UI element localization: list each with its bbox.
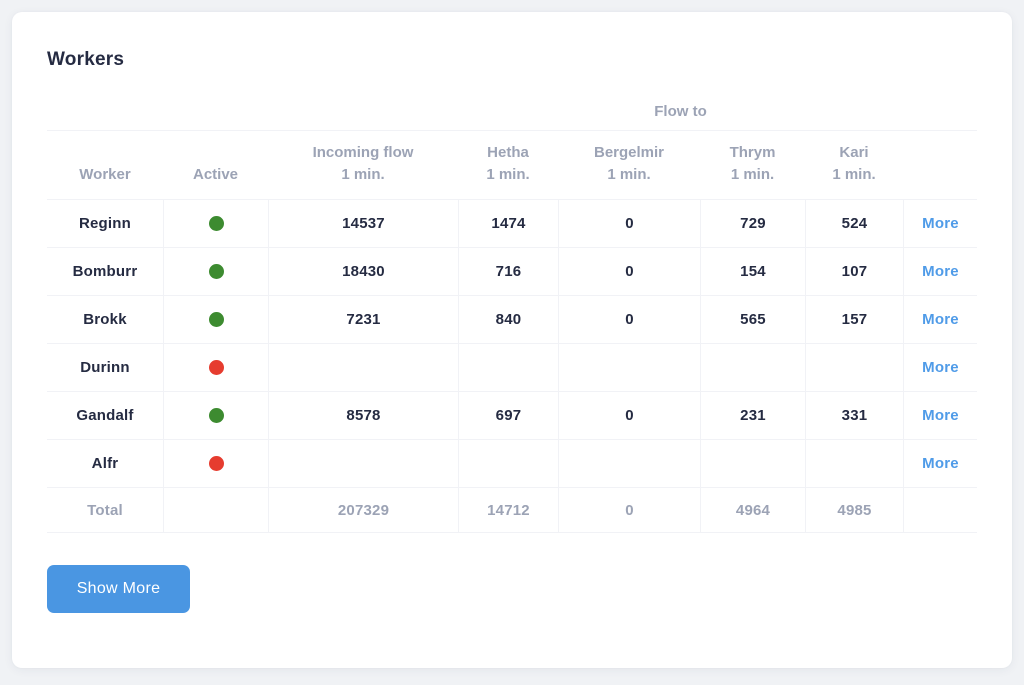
status-dot bbox=[208, 264, 224, 279]
more-cell: More bbox=[903, 296, 977, 343]
bergelmir-value: 0 bbox=[558, 248, 700, 295]
total-more-cell bbox=[903, 488, 977, 532]
incoming-flow-value: 8578 bbox=[268, 392, 458, 439]
hetha-value: 840 bbox=[458, 296, 558, 343]
incoming-flow-value bbox=[268, 344, 458, 391]
workers-card: Workers Flow to Worker Active Incoming f… bbox=[12, 12, 1012, 668]
total-label: Total bbox=[87, 501, 123, 519]
total-kari: 4985 bbox=[805, 488, 903, 532]
table-row: Brokk 7231 840 0 565 157 More bbox=[47, 296, 977, 344]
worker-name: Reginn bbox=[78, 215, 132, 232]
page-title: Workers bbox=[47, 49, 125, 70]
table-row: Durinn More bbox=[47, 344, 977, 392]
active-status-cell bbox=[163, 248, 268, 295]
total-active-cell bbox=[163, 488, 268, 532]
active-status-cell bbox=[163, 392, 268, 439]
more-link[interactable]: More bbox=[922, 311, 959, 328]
bergelmir-value: 0 bbox=[558, 392, 700, 439]
more-link[interactable]: More bbox=[922, 263, 959, 280]
bergelmir-value bbox=[558, 440, 700, 487]
total-bergelmir: 0 bbox=[558, 488, 700, 532]
hetha-value: 1474 bbox=[458, 200, 558, 247]
more-link[interactable]: More bbox=[922, 215, 959, 232]
kari-value: 331 bbox=[805, 392, 903, 439]
kari-value: 107 bbox=[805, 248, 903, 295]
hetha-value bbox=[458, 440, 558, 487]
kari-value: 524 bbox=[805, 200, 903, 247]
hetha-value: 716 bbox=[458, 248, 558, 295]
thrym-value: 154 bbox=[700, 248, 805, 295]
active-status-cell bbox=[163, 296, 268, 343]
table-group-header-row: Flow to bbox=[47, 93, 977, 131]
kari-value bbox=[805, 344, 903, 391]
incoming-flow-value bbox=[268, 440, 458, 487]
more-cell: More bbox=[903, 200, 977, 247]
thrym-value bbox=[700, 440, 805, 487]
total-incoming-flow: 207329 bbox=[268, 488, 458, 532]
worker-name: Alfr bbox=[91, 455, 119, 472]
column-header-kari: Kari 1 min. bbox=[832, 144, 876, 183]
more-cell: More bbox=[903, 440, 977, 487]
worker-name: Bomburr bbox=[72, 263, 138, 280]
column-header-active: Active bbox=[192, 166, 239, 183]
column-header-incoming-flow: Incoming flow 1 min. bbox=[312, 144, 414, 183]
kari-value bbox=[805, 440, 903, 487]
status-dot bbox=[208, 312, 224, 327]
more-cell: More bbox=[903, 344, 977, 391]
active-status-cell bbox=[163, 344, 268, 391]
flow-to-group-header: Flow to bbox=[654, 103, 707, 120]
bergelmir-value: 0 bbox=[558, 296, 700, 343]
more-link[interactable]: More bbox=[922, 455, 959, 472]
status-dot bbox=[208, 360, 224, 375]
thrym-value: 231 bbox=[700, 392, 805, 439]
incoming-flow-value: 14537 bbox=[268, 200, 458, 247]
workers-table: Flow to Worker Active Incoming flow 1 mi… bbox=[47, 93, 977, 533]
show-more-button[interactable]: Show More bbox=[47, 565, 190, 613]
column-header-actions bbox=[903, 186, 977, 199]
more-cell: More bbox=[903, 248, 977, 295]
total-thrym: 4964 bbox=[700, 488, 805, 532]
table-row: Bomburr 18430 716 0 154 107 More bbox=[47, 248, 977, 296]
thrym-value: 565 bbox=[700, 296, 805, 343]
active-status-cell bbox=[163, 440, 268, 487]
column-header-hetha: Hetha 1 min. bbox=[486, 144, 530, 183]
bergelmir-value bbox=[558, 344, 700, 391]
incoming-flow-value: 7231 bbox=[268, 296, 458, 343]
hetha-value bbox=[458, 344, 558, 391]
column-header-worker: Worker bbox=[79, 166, 131, 183]
worker-name: Durinn bbox=[80, 359, 130, 376]
thrym-value bbox=[700, 344, 805, 391]
table-header-row: Worker Active Incoming flow 1 min. Hetha… bbox=[47, 131, 977, 200]
table-row: Reginn 14537 1474 0 729 524 More bbox=[47, 200, 977, 248]
more-link[interactable]: More bbox=[922, 407, 959, 424]
incoming-flow-value: 18430 bbox=[268, 248, 458, 295]
status-dot bbox=[208, 408, 224, 423]
bergelmir-value: 0 bbox=[558, 200, 700, 247]
hetha-value: 697 bbox=[458, 392, 558, 439]
status-dot bbox=[208, 216, 224, 231]
table-total-row: Total 207329 14712 0 4964 4985 bbox=[47, 488, 977, 533]
more-cell: More bbox=[903, 392, 977, 439]
thrym-value: 729 bbox=[700, 200, 805, 247]
column-header-bergelmir: Bergelmir 1 min. bbox=[593, 144, 665, 183]
status-dot bbox=[208, 456, 224, 471]
kari-value: 157 bbox=[805, 296, 903, 343]
column-header-thrym: Thrym 1 min. bbox=[729, 144, 776, 183]
worker-name: Gandalf bbox=[76, 407, 134, 424]
more-link[interactable]: More bbox=[922, 359, 959, 376]
worker-name: Brokk bbox=[83, 311, 127, 328]
active-status-cell bbox=[163, 200, 268, 247]
table-row: Alfr More bbox=[47, 440, 977, 488]
total-hetha: 14712 bbox=[458, 488, 558, 532]
table-row: Gandalf 8578 697 0 231 331 More bbox=[47, 392, 977, 440]
